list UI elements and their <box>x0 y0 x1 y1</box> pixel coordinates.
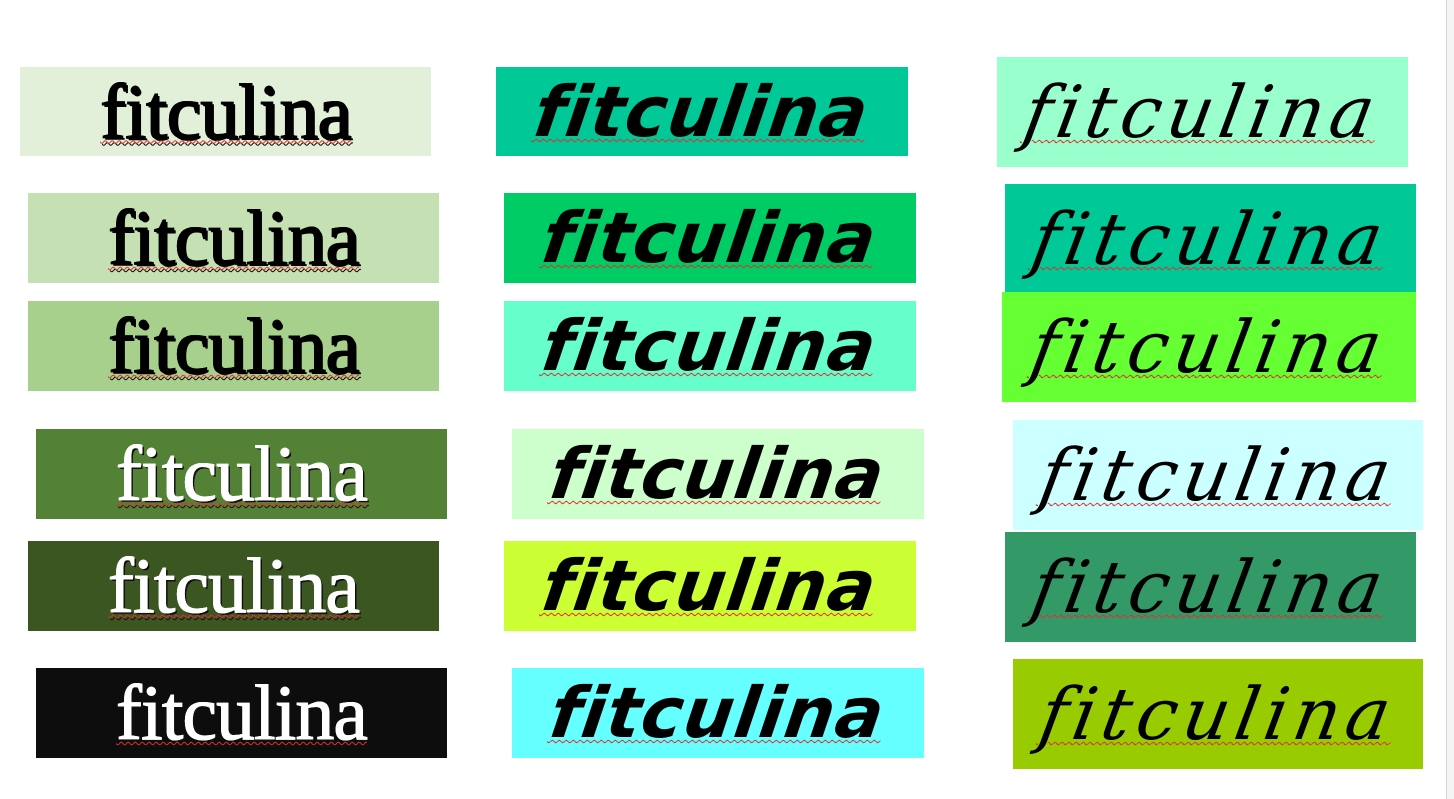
swatch-mint: fitculina <box>997 57 1408 167</box>
swatch-emerald: fitculina <box>504 193 916 283</box>
swatch-light-green-1: fitculina <box>20 67 431 156</box>
swatch-pale-green: fitculina <box>512 429 924 519</box>
logo-text: fitculina <box>537 305 883 387</box>
logo-text: fitculina <box>108 542 361 629</box>
swatch-bright-green: fitculina <box>1002 292 1416 402</box>
logo-text: fitculina <box>537 197 883 279</box>
swatch-light-green-2: fitculina <box>28 193 439 283</box>
logo-text: fitculina <box>1033 672 1403 756</box>
logo-text: fitculina <box>116 430 369 517</box>
logo-text: fitculina <box>537 545 883 627</box>
swatch-yellow-green: fitculina <box>1013 659 1423 769</box>
swatch-olive-green: fitculina <box>36 429 447 519</box>
logo-text: fitculina <box>1017 70 1388 154</box>
swatch-teal: fitculina <box>496 67 908 156</box>
swatch-pale-cyan: fitculina <box>1013 420 1423 530</box>
logo-text: fitculina <box>1024 305 1394 389</box>
logo-text: fitculina <box>108 302 361 389</box>
logo-text: fitculina <box>1025 545 1396 629</box>
logo-text: fitculina <box>545 672 891 754</box>
logo-text: fitculina <box>100 67 353 155</box>
logo-text: fitculina <box>1025 197 1396 281</box>
swatch-dark-green: fitculina <box>28 541 439 631</box>
logo-text: fitculina <box>116 669 369 756</box>
swatch-light-green-3: fitculina <box>28 301 439 391</box>
swatch-aquamarine: fitculina <box>504 301 916 391</box>
swatch-teal-script: fitculina <box>1005 184 1416 294</box>
swatch-sea-green: fitculina <box>1005 532 1416 642</box>
swatch-cyan: fitculina <box>512 668 924 758</box>
vertical-scrollbar[interactable] <box>1446 0 1454 799</box>
swatch-lime: fitculina <box>504 541 916 631</box>
swatch-black: fitculina <box>36 668 447 758</box>
logo-text: fitculina <box>108 194 361 281</box>
logo-text: fitculina <box>1033 433 1403 517</box>
logo-text: fitculina <box>545 433 891 515</box>
logo-text: fitculina <box>529 70 875 153</box>
